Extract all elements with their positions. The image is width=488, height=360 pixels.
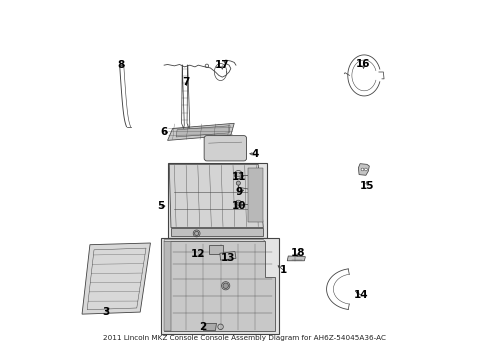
Text: 14: 14 <box>353 290 367 300</box>
Polygon shape <box>358 164 368 175</box>
Text: 6: 6 <box>160 127 167 137</box>
FancyBboxPatch shape <box>161 238 278 334</box>
Circle shape <box>236 181 240 185</box>
Text: 18: 18 <box>291 248 305 258</box>
Circle shape <box>364 168 366 171</box>
Polygon shape <box>203 323 216 330</box>
Polygon shape <box>164 240 264 241</box>
FancyBboxPatch shape <box>208 246 223 254</box>
Text: 5: 5 <box>157 201 164 211</box>
Circle shape <box>236 202 240 205</box>
Circle shape <box>360 168 363 171</box>
Text: 7: 7 <box>183 77 190 86</box>
Text: 3: 3 <box>102 307 109 317</box>
Text: 11: 11 <box>232 172 246 182</box>
Polygon shape <box>220 252 236 260</box>
Polygon shape <box>169 164 263 228</box>
Text: 10: 10 <box>232 201 246 211</box>
Polygon shape <box>286 256 305 261</box>
Polygon shape <box>176 126 230 137</box>
Text: 13: 13 <box>221 253 235 264</box>
FancyBboxPatch shape <box>167 163 266 238</box>
Text: 12: 12 <box>191 249 205 259</box>
Polygon shape <box>164 241 275 331</box>
Text: 2: 2 <box>199 322 206 332</box>
Text: 2011 Lincoln MKZ Console Console Assembly Diagram for AH6Z-54045A36-AC: 2011 Lincoln MKZ Console Console Assembl… <box>103 336 385 342</box>
Text: 1: 1 <box>280 265 287 275</box>
FancyBboxPatch shape <box>203 136 246 161</box>
Text: 8: 8 <box>117 60 124 70</box>
Polygon shape <box>164 241 171 331</box>
Circle shape <box>236 172 240 177</box>
Text: 16: 16 <box>356 59 370 69</box>
Polygon shape <box>82 243 150 314</box>
Text: 9: 9 <box>235 187 243 197</box>
Circle shape <box>223 283 228 288</box>
Text: 17: 17 <box>215 60 229 70</box>
Text: 15: 15 <box>359 181 373 190</box>
Polygon shape <box>171 228 263 236</box>
Polygon shape <box>167 123 234 140</box>
Circle shape <box>194 231 198 235</box>
Polygon shape <box>247 168 263 222</box>
Text: 4: 4 <box>250 149 258 159</box>
